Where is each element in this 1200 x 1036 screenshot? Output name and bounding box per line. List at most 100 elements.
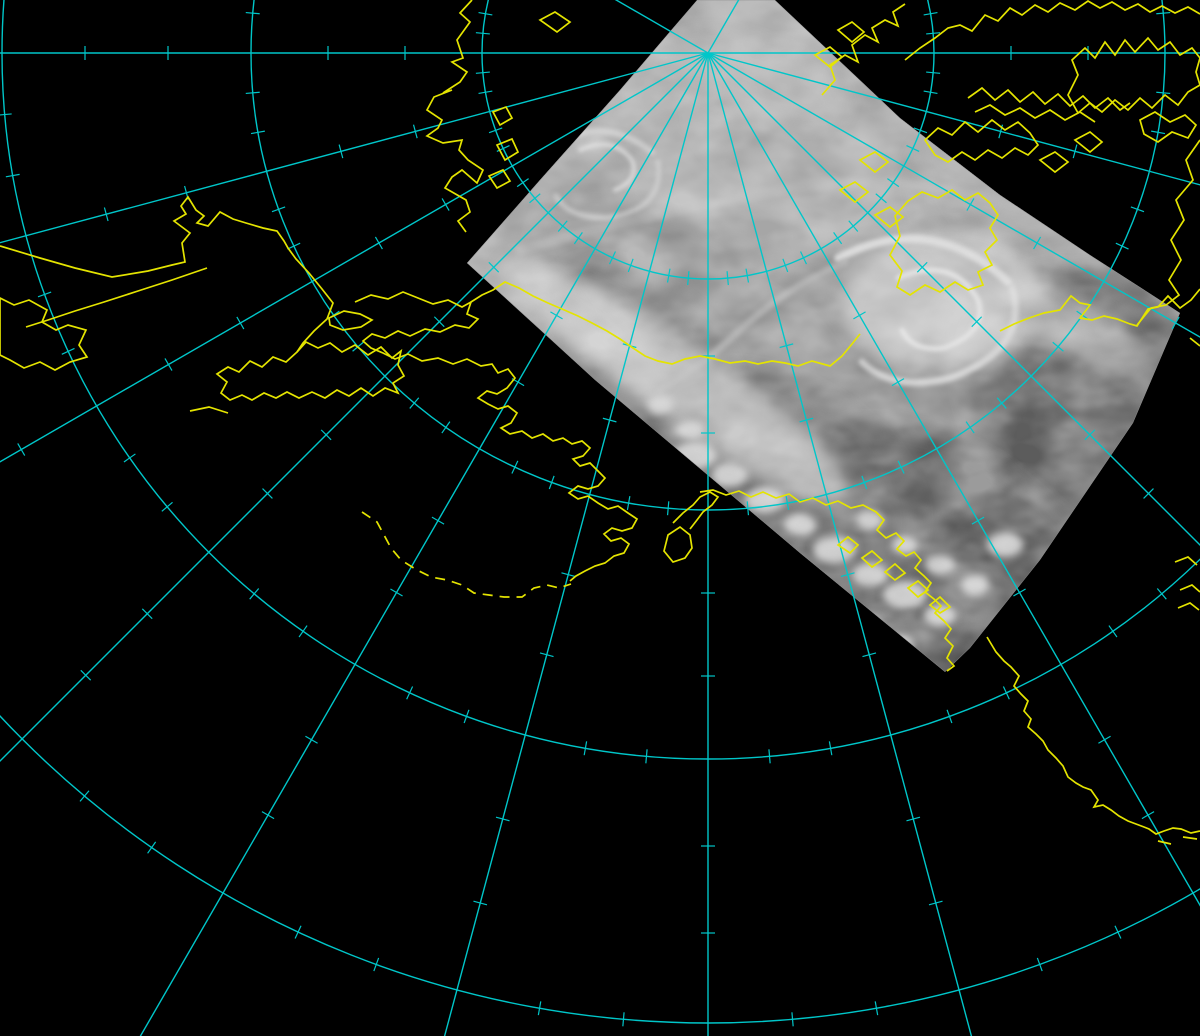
- circle-tick: [573, 232, 583, 245]
- coastline-nsi-islet-4: [538, 11, 572, 34]
- meridian-tick: [1013, 588, 1026, 597]
- circle-tick: [906, 145, 920, 153]
- circle-tick: [946, 709, 953, 724]
- circle-tick: [745, 268, 750, 283]
- circle-tick: [1156, 91, 1171, 95]
- circle-tick: [687, 271, 690, 286]
- circle-tick: [548, 475, 555, 490]
- circle-tick: [250, 130, 265, 135]
- meridian-tick: [891, 378, 905, 387]
- meridian-tick: [431, 516, 445, 525]
- meridian-tick: [1171, 316, 1180, 330]
- circle-tick: [1156, 588, 1167, 600]
- circle-tick: [626, 496, 631, 511]
- circle-tick: [557, 220, 568, 232]
- circle-tick: [726, 271, 729, 286]
- coastline-arch-islet-4: [838, 180, 870, 204]
- circle-tick: [666, 268, 671, 283]
- circle-tick: [1108, 625, 1118, 638]
- coastline-offshore-islet-2: [1179, 584, 1200, 593]
- coastline-offshore-islet-1: [1174, 556, 1198, 566]
- meridian-tick: [262, 488, 273, 499]
- coastline-lagoon-spit: [25, 267, 208, 328]
- meridian-tick: [441, 198, 450, 211]
- meridian-tick: [236, 316, 245, 330]
- circle-tick: [37, 291, 52, 298]
- circle-tick: [475, 32, 490, 35]
- coastline-nsi-islet-3: [487, 168, 512, 190]
- coastline-new-siberian-islands: [425, 0, 485, 233]
- circle-tick: [583, 741, 588, 756]
- meridian-tick: [390, 588, 403, 597]
- coastline-arch-islet-1: [1038, 150, 1070, 174]
- graticule-ticks: [0, 11, 1180, 1027]
- meridian-tick: [1084, 429, 1096, 441]
- coastline-se-ak-islet-4: [906, 579, 930, 599]
- circle-tick: [511, 460, 519, 474]
- swath-edge: [467, 0, 1180, 672]
- meridian-line: [707, 52, 1200, 546]
- meridian-tick: [853, 311, 866, 320]
- circle-tick: [768, 749, 771, 764]
- meridian-tick: [473, 900, 488, 906]
- meridian-line: [0, 52, 709, 762]
- circle-tick: [874, 1001, 879, 1016]
- coastline-victoria-island: [999, 288, 1200, 332]
- coastline-nw-archipelago: [821, 3, 906, 96]
- coastline-bc-islet-2: [1157, 840, 1172, 845]
- coastline-coast-dash-right: [1189, 337, 1200, 347]
- coastline-bc-islet-1: [1182, 836, 1198, 840]
- circle-tick: [488, 127, 503, 134]
- meridian-tick: [561, 572, 576, 577]
- coastline-kodiak-island: [663, 525, 693, 563]
- circle-tick: [746, 501, 750, 516]
- circle-tick: [785, 496, 790, 511]
- coastline-parry-islands-2: [974, 104, 1096, 123]
- circle-tick: [897, 460, 905, 474]
- meridian-tick: [779, 343, 794, 349]
- circle-tick: [373, 957, 380, 972]
- coastline-bc-coast: [986, 636, 1200, 835]
- coastline-anadyr-coast: [0, 297, 89, 371]
- coastline-alaska-west-coast: [354, 291, 639, 582]
- meridian-line: [443, 52, 709, 1036]
- coastline-arch-islet-5: [873, 205, 905, 229]
- coastline-melville-island: [923, 118, 1040, 163]
- circle-tick: [478, 90, 493, 95]
- meridian-tick: [488, 261, 500, 273]
- coastline-offshore-islet-3: [1177, 602, 1200, 611]
- circle-tick: [298, 625, 308, 638]
- circle-tick: [1151, 130, 1166, 135]
- meridian-tick: [966, 198, 975, 211]
- coastline-se-ak-islet-3: [883, 562, 907, 582]
- meridian-line: [0, 52, 709, 244]
- meridian-tick: [1072, 144, 1078, 159]
- circle-tick: [926, 32, 941, 35]
- meridian-tick: [539, 652, 554, 658]
- circle-tick: [406, 686, 414, 700]
- meridian-tick: [1141, 811, 1155, 820]
- circle-tick: [245, 11, 260, 15]
- circle-tick: [622, 1012, 625, 1027]
- circle-tick: [1130, 206, 1145, 213]
- coastline-north-slope-coast: [470, 281, 861, 367]
- coastline-se-ak-islet-2: [860, 549, 884, 569]
- circle-tick: [496, 145, 510, 153]
- coastline-parry-islands-1: [967, 86, 1131, 112]
- meridian-tick: [103, 207, 109, 222]
- coastline-banks-island: [888, 188, 1000, 297]
- circle-tick: [1052, 341, 1064, 352]
- circle-tick: [926, 71, 941, 74]
- circle-tick: [996, 397, 1007, 409]
- circle-tick: [294, 925, 302, 939]
- circle-tick: [875, 193, 887, 204]
- coastline-arch-islet-6: [836, 20, 866, 44]
- circle-tick: [887, 178, 900, 188]
- coastlines: [0, 0, 1200, 845]
- meridian-tick: [261, 811, 275, 820]
- circle-tick: [271, 206, 286, 213]
- circle-tick: [5, 173, 20, 178]
- circle-tick: [800, 251, 808, 265]
